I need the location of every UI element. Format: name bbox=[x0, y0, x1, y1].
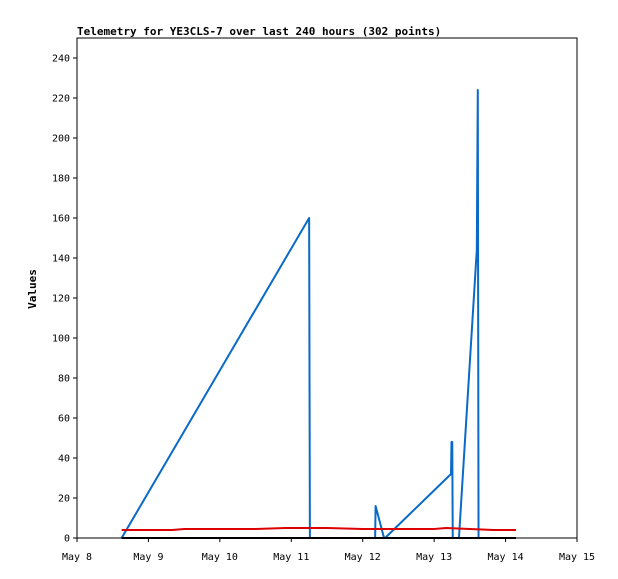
y-tick-label-5: 100 bbox=[52, 334, 70, 345]
series-line-1 bbox=[121, 527, 516, 531]
x-tick-label-7: May 15 bbox=[559, 552, 595, 563]
x-tick-label-1: May 9 bbox=[133, 552, 163, 563]
x-tick-label-0: May 8 bbox=[62, 552, 92, 563]
plot-frame bbox=[76, 37, 578, 539]
x-tick-label-5: May 13 bbox=[416, 552, 452, 563]
y-tick-label-0: 0 bbox=[64, 534, 70, 545]
y-tick-label-6: 120 bbox=[52, 294, 70, 305]
y-tick-label-9: 180 bbox=[52, 174, 70, 185]
y-tick-label-7: 140 bbox=[52, 254, 70, 265]
y-tick-label-10: 200 bbox=[52, 134, 70, 145]
x-axis: May 8 May 9 May 10 May 11 May 12 May 13 May 14… bbox=[62, 538, 595, 563]
y-tick-label-8: 160 bbox=[52, 214, 70, 225]
x-tick-label-2: May 10 bbox=[202, 552, 238, 563]
x-tick-label-4: May 12 bbox=[345, 552, 381, 563]
x-tick-label-3: May 11 bbox=[273, 552, 309, 563]
y-tick-label-12: 240 bbox=[52, 54, 70, 65]
series-line-0 bbox=[120, 89, 480, 539]
series-layer bbox=[120, 89, 516, 539]
y-axis-label: Values bbox=[26, 269, 39, 309]
y-axis: 0 20 40 60 80 100 120 140 160 180 200 220 240 bbox=[52, 54, 77, 545]
y-tick-label-11: 220 bbox=[52, 94, 70, 105]
y-tick-label-3: 60 bbox=[58, 414, 70, 425]
y-tick-label-1: 20 bbox=[58, 494, 70, 505]
chart-title: Telemetry for YE3CLS-7 over last 240 hou… bbox=[77, 25, 441, 38]
x-tick-label-6: May 14 bbox=[488, 552, 524, 563]
y-tick-label-4: 80 bbox=[58, 374, 70, 385]
y-tick-label-2: 40 bbox=[58, 454, 70, 465]
